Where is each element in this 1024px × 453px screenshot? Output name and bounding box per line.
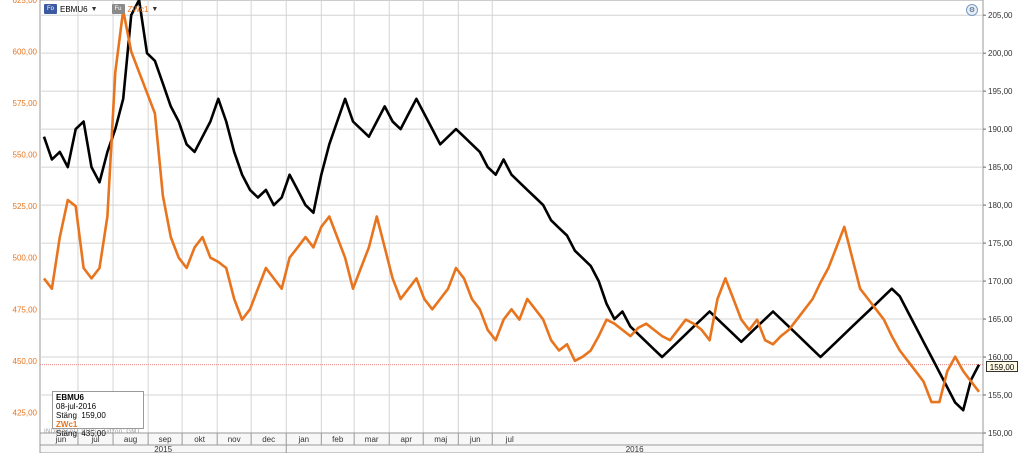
right-axis-tick-label: 205,00: [988, 11, 1013, 20]
right-axis-tick-label: 195,00: [988, 87, 1013, 96]
month-tick-label: aug: [124, 435, 137, 444]
chevron-down-icon[interactable]: ▼: [151, 5, 159, 13]
right-axis-tick-label: 185,00: [988, 163, 1013, 172]
info-series1-title: EBMU6: [56, 393, 85, 402]
info-close1-label: Stäng: [56, 411, 77, 420]
right-axis-tick-label: 160,00: [988, 353, 1013, 362]
series-selector-ebmu6[interactable]: Fo EBMU6 ▼: [44, 4, 98, 14]
footer-note: INDIKATIVT PRIS · Tidzon: GMT: [44, 429, 141, 435]
month-tick-label: mar: [365, 435, 379, 444]
right-axis-tick-label: 190,00: [988, 125, 1013, 134]
month-tick-label: jul: [90, 435, 99, 444]
info-close1: Stäng 159,00: [56, 411, 140, 420]
month-tick-label: apr: [400, 435, 412, 444]
left-axis-tick-label: 475,00: [13, 305, 38, 314]
series-line-zwc1: [42, 9, 981, 404]
info-close2-label: Stäng: [56, 429, 77, 438]
left-axis-tick-label: 450,00: [13, 357, 38, 366]
month-tick-label: jun: [469, 435, 481, 444]
right-axis-tick-label: 180,00: [988, 201, 1013, 210]
right-axis-tick-label: 200,00: [988, 49, 1013, 58]
plot-area: [39, 0, 984, 434]
fo-icon: Fo: [44, 4, 57, 14]
info-date: 08-jul-2016: [56, 402, 97, 411]
series-toolbar: Fo EBMU6 ▼ Fu ZWc1 ▼: [44, 2, 168, 16]
right-axis-tick-label: 150,00: [988, 429, 1013, 438]
chevron-down-icon[interactable]: ▼: [90, 5, 98, 13]
fu-icon: Fu: [111, 4, 125, 14]
left-axis-tick-label: 600,00: [13, 48, 38, 57]
year-label-2015: 2015: [154, 445, 172, 453]
right-axis-tick-label: 155,00: [988, 391, 1013, 400]
left-axis-tick-label: 525,00: [13, 202, 38, 211]
info-close1-value: 159,00: [81, 411, 106, 420]
year-label-2016: 2016: [626, 445, 644, 453]
series-label-zwc1: ZWc1: [127, 4, 149, 14]
last-value-badge: 159,00: [986, 361, 1018, 372]
time-axis: [39, 432, 984, 453]
month-tick-label: sep: [159, 435, 172, 444]
right-axis-tick-label: 165,00: [988, 315, 1013, 324]
left-axis-tick-label: 425,00: [13, 408, 38, 417]
series-label-ebmu6: EBMU6: [60, 4, 88, 14]
settings-icon[interactable]: ⚙: [966, 4, 978, 16]
left-axis-tick-label: 500,00: [13, 254, 38, 263]
data-tooltip-box: EBMU6 08-jul-2016 Stäng 159,00 ZWc1 Stän…: [52, 391, 144, 438]
month-tick-label: okt: [194, 435, 205, 444]
right-axis-tick-label: 175,00: [988, 239, 1013, 248]
month-tick-label: nov: [228, 435, 241, 444]
left-axis-tick-label: 575,00: [13, 99, 38, 108]
month-tick-label: jun: [55, 435, 67, 444]
left-axis-tick-label: 625,00: [13, 0, 38, 5]
series-line-ebmu6: [42, 0, 981, 412]
left-axis-tick-label: 550,00: [13, 151, 38, 160]
month-tick-label: feb: [332, 435, 344, 444]
month-tick-label: jan: [297, 435, 309, 444]
info-close2: Stäng 435,00: [56, 429, 140, 438]
info-series2-title: ZWc1: [56, 420, 78, 429]
month-tick-label: dec: [262, 435, 275, 444]
right-axis-tick-label: 170,00: [988, 277, 1013, 286]
series-selector-zwc1[interactable]: Fu ZWc1 ▼: [111, 4, 159, 14]
info-close2-value: 435,00: [81, 429, 106, 438]
month-tick-label: maj: [434, 435, 447, 444]
month-tick-label: jul: [505, 435, 514, 444]
